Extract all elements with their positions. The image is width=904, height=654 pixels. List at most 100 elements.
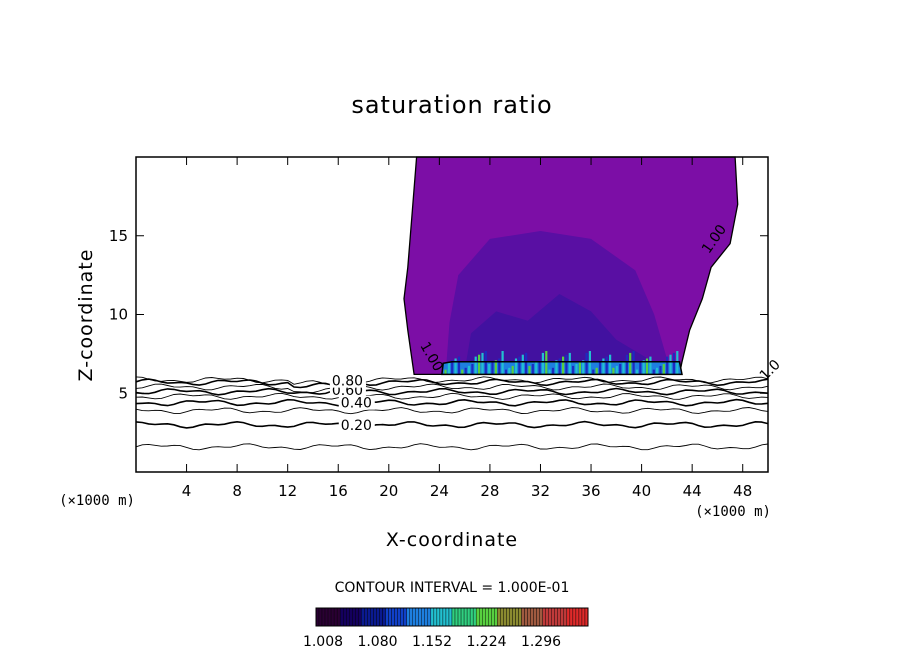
colorbar-cell	[575, 607, 580, 627]
base-streak	[488, 364, 491, 375]
base-streak	[645, 358, 649, 375]
contour-line	[135, 383, 769, 394]
base-streak	[447, 362, 450, 375]
colorbar-cell	[485, 607, 489, 627]
colorbar-cell	[427, 607, 432, 627]
contour-line	[135, 443, 769, 451]
colorbar-cell	[536, 607, 540, 627]
base-streak	[602, 358, 605, 375]
colorbar-cell	[533, 607, 537, 627]
base-streak	[605, 356, 608, 375]
contour-label-bg	[338, 395, 375, 410]
colorbar-cell	[370, 607, 374, 627]
colorbar-cell	[412, 607, 416, 627]
colorbar-cell	[512, 607, 516, 627]
base-streak	[615, 365, 618, 375]
x-tick-label: 12	[278, 482, 297, 500]
colorbar-cell	[454, 607, 459, 627]
y-axis-ticks: 5 10 15	[109, 227, 768, 402]
colorbar-cell	[506, 607, 510, 627]
base-streak	[629, 352, 632, 375]
base-streak	[672, 352, 675, 375]
x-axis-ticks: 4 8 12 16 20 24 28 32 36 40 44 48	[182, 157, 752, 500]
colorbar-tick-label: 1.296	[521, 634, 561, 650]
base-streak	[498, 358, 501, 375]
colorbar-cell	[364, 607, 368, 627]
colorbar-cell	[327, 607, 332, 627]
colorbar-cell	[488, 607, 492, 627]
base-streak	[565, 354, 568, 375]
colorbar-cell	[409, 607, 413, 627]
colorbar-cell	[439, 607, 444, 627]
contour-line	[135, 407, 769, 415]
colorbar-cell	[466, 607, 471, 627]
colorbar-cell	[321, 607, 326, 627]
base-streak	[676, 351, 679, 375]
colorbar-cell	[539, 607, 543, 627]
x-tick-label: 32	[531, 482, 550, 500]
colorbar-cell	[475, 607, 480, 627]
base-streak	[632, 351, 635, 375]
x-tick-label: 44	[683, 482, 702, 500]
base-streak	[535, 362, 538, 375]
x-tick-label: 36	[581, 482, 600, 500]
base-streak	[635, 369, 639, 375]
colorbar-cell	[521, 607, 525, 627]
base-streak	[551, 367, 555, 375]
colorbar-cell	[560, 607, 565, 627]
base-streak	[652, 369, 655, 375]
base-streak	[484, 351, 487, 375]
contour-line-layer	[135, 376, 769, 451]
base-streak	[508, 367, 511, 375]
base-streak	[562, 356, 565, 375]
x-tick-label: 4	[182, 482, 192, 500]
base-streak	[504, 369, 508, 375]
colorbar-cell	[548, 607, 552, 627]
base-streak	[518, 356, 521, 375]
base-streak	[578, 362, 581, 375]
colorbar-cell	[436, 607, 441, 627]
colorbar-cell	[355, 607, 359, 627]
colorbar-cell	[563, 607, 568, 627]
colorbar-cell	[379, 607, 383, 627]
colorbar-cell	[424, 607, 429, 627]
colorbar-cell	[524, 607, 528, 627]
contour-line	[135, 420, 769, 429]
colorbar-cell	[406, 607, 410, 627]
x-tick-label: 24	[430, 482, 449, 500]
base-streak	[531, 364, 534, 375]
base-streak	[491, 362, 494, 375]
x-tick-label: 20	[379, 482, 398, 500]
colorbar-cell	[491, 607, 495, 627]
colorbar-cell	[391, 607, 395, 627]
colorbar-cell	[500, 607, 504, 627]
colorbar-cell	[509, 607, 513, 627]
colorbar-cell	[497, 607, 501, 627]
colorbar-cell	[339, 607, 344, 627]
colorbar-cell	[336, 607, 341, 627]
colorbar-cell	[460, 607, 465, 627]
colorbar-cell	[397, 607, 401, 627]
base-streak	[666, 356, 669, 375]
colorbar-cell	[442, 607, 447, 627]
x-tick-label: 40	[632, 482, 651, 500]
colorbar-cell	[581, 607, 586, 627]
contour-line	[135, 387, 769, 396]
colorbar-cell	[515, 607, 519, 627]
base-streak	[612, 367, 615, 375]
base-streak	[494, 360, 497, 375]
colorbar-cell	[421, 607, 425, 627]
base-streak	[525, 352, 528, 375]
base-streak	[451, 360, 454, 375]
base-streak	[669, 354, 672, 375]
x-tick-label: 8	[232, 482, 242, 500]
colorbar-cell	[545, 607, 549, 627]
base-streak	[585, 352, 588, 375]
base-streak	[478, 354, 481, 375]
colorbar-cell	[445, 607, 450, 627]
base-streak	[659, 365, 662, 375]
colorbar-cell	[527, 607, 531, 627]
base-streak	[501, 351, 504, 375]
y-tick-label: 5	[118, 384, 128, 402]
